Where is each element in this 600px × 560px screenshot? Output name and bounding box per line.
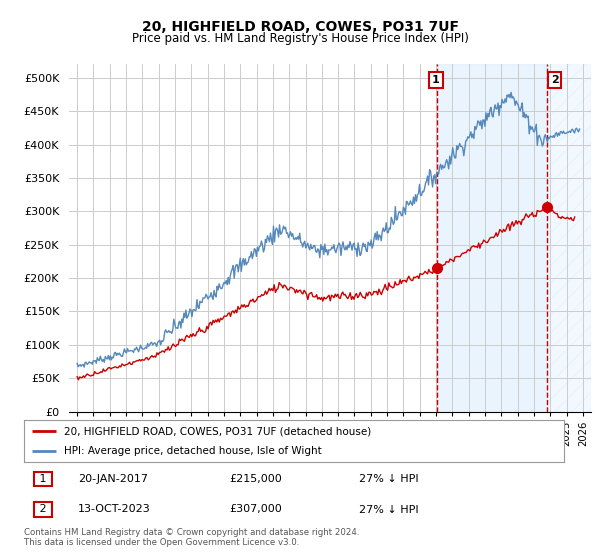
Text: 27% ↓ HPI: 27% ↓ HPI (359, 474, 418, 484)
Text: £307,000: £307,000 (229, 505, 282, 515)
Text: 1: 1 (36, 474, 50, 484)
Text: £215,000: £215,000 (229, 474, 282, 484)
Text: 2: 2 (36, 505, 50, 515)
Text: Price paid vs. HM Land Registry's House Price Index (HPI): Price paid vs. HM Land Registry's House … (131, 32, 469, 45)
Bar (437, 64, 547, 412)
Text: HPI: Average price, detached house, Isle of Wight: HPI: Average price, detached house, Isle… (65, 446, 322, 456)
Text: 20, HIGHFIELD ROAD, COWES, PO31 7UF (detached house): 20, HIGHFIELD ROAD, COWES, PO31 7UF (det… (65, 426, 372, 436)
Text: 20, HIGHFIELD ROAD, COWES, PO31 7UF: 20, HIGHFIELD ROAD, COWES, PO31 7UF (142, 20, 458, 34)
Text: 20-JAN-2017: 20-JAN-2017 (78, 474, 148, 484)
Text: 27% ↓ HPI: 27% ↓ HPI (359, 505, 418, 515)
Bar (547, 64, 591, 412)
Text: 2: 2 (551, 75, 559, 85)
Text: Contains HM Land Registry data © Crown copyright and database right 2024.
This d: Contains HM Land Registry data © Crown c… (24, 528, 359, 547)
Text: 13-OCT-2023: 13-OCT-2023 (78, 505, 151, 515)
Text: 1: 1 (432, 75, 440, 85)
